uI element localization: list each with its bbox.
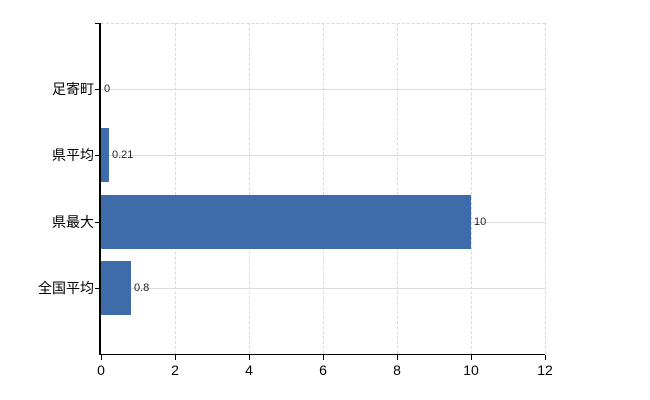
x-tick-mark	[323, 355, 324, 360]
x-gridline	[323, 23, 324, 354]
y-tick-mark	[95, 222, 101, 223]
x-gridline	[397, 23, 398, 354]
category-label: 足寄町	[52, 81, 94, 97]
y-axis-top-tick	[95, 23, 101, 24]
x-tick-mark	[471, 355, 472, 360]
y-axis-line	[99, 23, 101, 355]
x-gridline	[545, 23, 546, 354]
x-tick-label: 12	[537, 362, 553, 378]
category-label: 県最大	[52, 214, 94, 230]
category-label: 県平均	[52, 147, 94, 163]
x-tick-label: 10	[463, 362, 479, 378]
category-label: 全国平均	[38, 280, 94, 296]
x-tick-mark	[249, 355, 250, 360]
bar	[101, 261, 131, 315]
x-gridline	[175, 23, 176, 354]
x-tick-label: 4	[245, 362, 253, 378]
x-axis-line	[99, 354, 545, 355]
value-label: 0.8	[134, 282, 150, 294]
value-label: 10	[474, 216, 487, 228]
y-gridline	[101, 288, 545, 289]
y-gridline	[101, 155, 545, 156]
value-label: 0	[104, 83, 111, 95]
x-tick-label: 0	[97, 362, 105, 378]
x-tick-mark	[101, 355, 102, 360]
x-tick-label: 6	[319, 362, 327, 378]
x-tick-label: 8	[393, 362, 401, 378]
y-gridline	[101, 89, 545, 90]
value-label: 0.21	[112, 149, 134, 161]
y-tick-mark	[95, 89, 101, 90]
x-tick-mark	[545, 355, 546, 360]
y-tick-mark	[95, 155, 101, 156]
x-gridline	[249, 23, 250, 354]
bar	[101, 128, 109, 182]
bar	[101, 195, 471, 249]
x-gridline	[471, 23, 472, 354]
x-tick-label: 2	[171, 362, 179, 378]
y-tick-mark	[95, 288, 101, 289]
x-tick-mark	[175, 355, 176, 360]
x-tick-mark	[397, 355, 398, 360]
